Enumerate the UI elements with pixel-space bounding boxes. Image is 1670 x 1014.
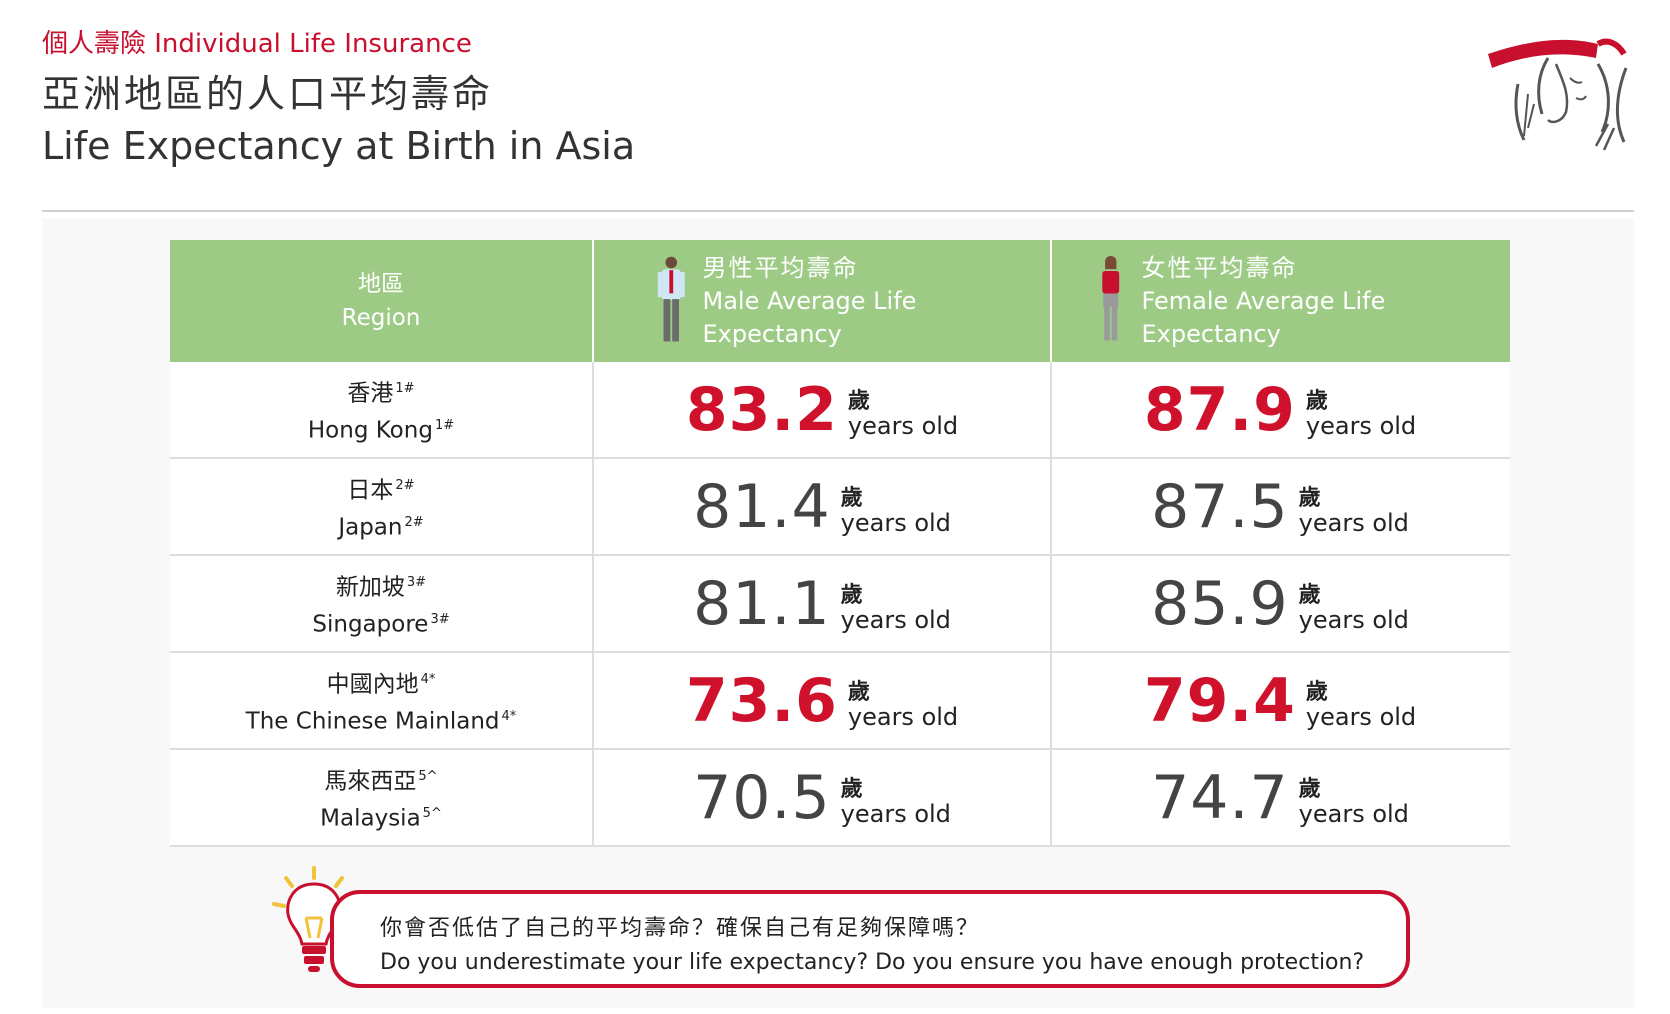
- female-value-cell: 74.7 歲 years old: [1050, 750, 1508, 845]
- column-header-male-zh: 男性平均壽命: [702, 253, 859, 282]
- male-value-cell: 70.5 歲 years old: [592, 750, 1050, 845]
- female-figure-icon: [1102, 255, 1120, 341]
- male-value-cell: 81.4 歲 years old: [592, 459, 1050, 554]
- table-row: 新加坡 3# Singapore 3# 81.1 歲 years old 85.9 歲…: [170, 556, 1510, 653]
- female-value-cell: 79.4 歲 years old: [1050, 653, 1508, 748]
- male-value-cell: 73.6 歲 years old: [592, 653, 1050, 748]
- region-cell: 馬來西亞 5^ Malaysia 5^: [170, 750, 592, 845]
- male-figure-icon: [657, 256, 685, 342]
- callout-question-zh: 你會否低估了自己的平均壽命？確保自己有足夠保障嗎？: [380, 916, 981, 941]
- region-name-zh: 馬來西亞 5^: [324, 768, 438, 795]
- unit-label: 歲 years old: [1298, 485, 1409, 537]
- male-life-expectancy: 70.5: [693, 762, 831, 833]
- female-life-expectancy: 87.9: [1143, 374, 1296, 445]
- region-name-zh: 中國內地 4*: [326, 671, 436, 698]
- female-life-expectancy: 85.9: [1151, 568, 1289, 639]
- page-title-zh: 亞洲地區的人口平均壽命: [42, 72, 494, 116]
- male-life-expectancy: 81.1: [693, 568, 831, 639]
- column-header-female-text: 女性平均壽命 Female Average Life Expectancy: [1142, 252, 1508, 351]
- male-value-cell: 81.1 歲 years old: [592, 556, 1050, 651]
- unit-label: 歲 years old: [840, 485, 951, 537]
- region-name-en: Japan 2#: [338, 514, 424, 541]
- female-life-expectancy: 87.5: [1151, 471, 1289, 542]
- life-expectancy-table: 地區 Region 男性平均壽命 Male Average Life Expec…: [170, 240, 1510, 847]
- male-life-expectancy: 73.6: [685, 665, 838, 736]
- column-header-region: 地區 Region: [170, 240, 592, 362]
- female-life-expectancy: 74.7: [1151, 762, 1289, 833]
- column-header-region-en: Region: [341, 305, 421, 331]
- male-life-expectancy: 81.4: [693, 471, 831, 542]
- female-value-cell: 85.9 歲 years old: [1050, 556, 1508, 651]
- male-life-expectancy: 83.2: [685, 374, 838, 445]
- unit-label: 歲 years old: [847, 388, 959, 440]
- region-cell: 日本 2# Japan 2#: [170, 459, 592, 554]
- unit-label: 歲 years old: [840, 582, 951, 634]
- page-header: 個人壽險 Individual Life Insurance 亞洲地區的人口平均…: [42, 24, 635, 170]
- page-title-en: Life Expectancy at Birth in Asia: [42, 124, 636, 168]
- region-name-en: Hong Kong 1#: [307, 417, 455, 444]
- column-header-female-en: Female Average Life Expectancy: [1141, 286, 1386, 348]
- region-name-en: Singapore 3#: [312, 611, 450, 638]
- region-cell: 香港 1# Hong Kong 1#: [170, 362, 592, 457]
- column-header-region-zh: 地區: [358, 271, 404, 297]
- unit-label: 歲 years old: [840, 776, 951, 828]
- table-header: 地區 Region 男性平均壽命 Male Average Life Expec…: [170, 240, 1510, 362]
- callout-question-text: 你會否低估了自己的平均壽命？確保自己有足夠保障嗎？ Do you underes…: [380, 912, 1364, 980]
- brand-logo-icon: [1488, 38, 1628, 151]
- callout-question-en: Do you underestimate your life expectanc…: [380, 950, 1365, 975]
- region-name-zh: 新加坡 3#: [335, 574, 427, 601]
- female-value-cell: 87.5 歲 years old: [1050, 459, 1508, 554]
- unit-label: 歲 years old: [1305, 679, 1417, 731]
- eyebrow-label: 個人壽險 Individual Life Insurance: [42, 29, 472, 59]
- female-life-expectancy: 79.4: [1143, 665, 1296, 736]
- header-divider: [42, 210, 1634, 212]
- male-value-cell: 83.2 歲 years old: [592, 362, 1050, 457]
- unit-label: 歲 years old: [1298, 776, 1409, 828]
- region-name-en: Malaysia 5^: [320, 805, 442, 832]
- female-value-cell: 87.9 歲 years old: [1050, 362, 1508, 457]
- column-header-female-zh: 女性平均壽命: [1141, 253, 1298, 282]
- column-header-male: 男性平均壽命 Male Average Life Expectancy: [592, 240, 1050, 362]
- table-row: 馬來西亞 5^ Malaysia 5^ 70.5 歲 years old 74.7 歲…: [170, 750, 1510, 847]
- region-name-en: The Chinese Mainland 4*: [245, 708, 517, 735]
- unit-label: 歲 years old: [1305, 388, 1417, 440]
- region-name-zh: 香港 1#: [347, 380, 415, 407]
- column-header-male-en: Male Average Life Expectancy: [702, 286, 917, 348]
- unit-label: 歲 years old: [1298, 582, 1409, 634]
- unit-label: 歲 years old: [847, 679, 959, 731]
- region-cell: 中國內地 4* The Chinese Mainland 4*: [170, 653, 592, 748]
- table-row: 中國內地 4* The Chinese Mainland 4* 73.6 歲 year…: [170, 653, 1510, 750]
- column-header-female: 女性平均壽命 Female Average Life Expectancy: [1050, 240, 1508, 362]
- region-cell: 新加坡 3# Singapore 3#: [170, 556, 592, 651]
- column-header-male-text: 男性平均壽命 Male Average Life Expectancy: [703, 252, 1050, 351]
- region-name-zh: 日本 2#: [347, 477, 415, 504]
- table-row: 日本 2# Japan 2# 81.4 歲 years old 87.5 歲 years…: [170, 459, 1510, 556]
- callout-question-box: 你會否低估了自己的平均壽命？確保自己有足夠保障嗎？ Do you underes…: [330, 890, 1410, 988]
